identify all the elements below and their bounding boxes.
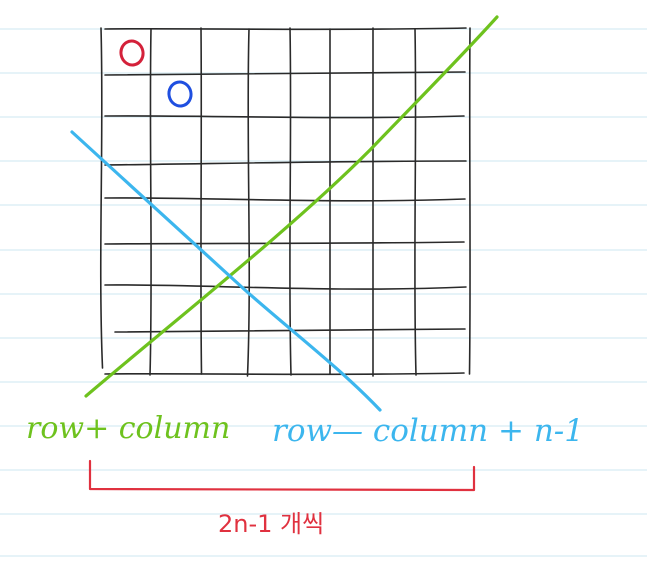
grid-col-line-3 [246,28,251,377]
grid-row-line-1 [104,71,466,76]
grid-row-line-5 [104,241,465,245]
grid-row-line-2 [104,115,465,119]
grid-col-line-4 [289,27,292,376]
blue-circle-marker [167,80,193,108]
diagonal-count-label: 2n-1 개씩 [218,510,325,538]
grid-col-line-2 [200,27,203,375]
grid-row-line-8 [104,372,465,376]
difference-diagonal-label: row— column + n-1 [272,413,584,449]
grid-row-line-3 [104,160,467,166]
notebook-ruled-lines [0,28,647,557]
row-plus-column-diagonal-line [84,15,499,398]
markers-layer [119,39,193,108]
chessboard-grid [99,27,471,377]
grid-col-line-0 [99,27,104,369]
grid-col-line-7 [414,28,417,376]
row-minus-column-diagonal-line [70,130,382,412]
grid-col-line-8 [468,27,471,375]
count-brace [88,459,476,492]
red-circle-marker [119,39,145,67]
grid-row-line-6 [104,284,467,290]
grid-row-line-4 [104,197,466,202]
sum-diagonal-label: row+ column [26,411,231,446]
grid-row-line-0 [104,27,467,31]
